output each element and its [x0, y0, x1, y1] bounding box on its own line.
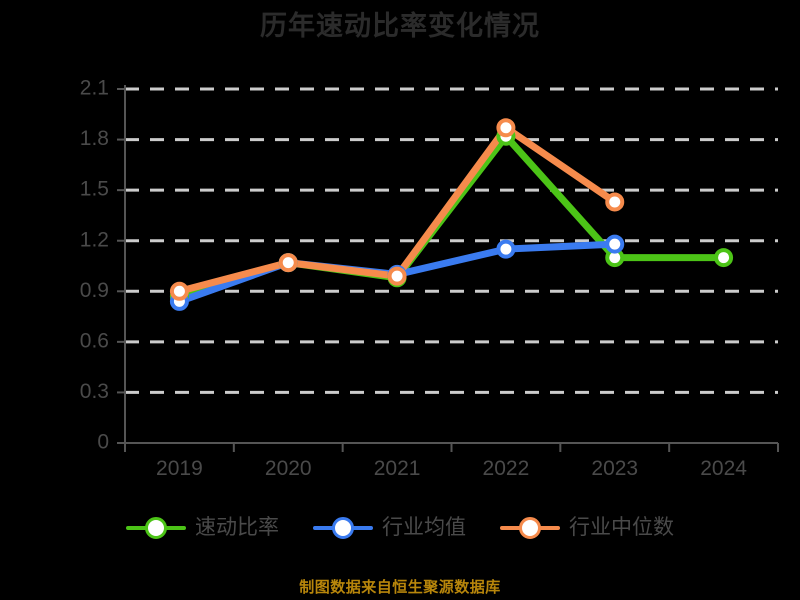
- y-axis-tick-label: 0.6: [80, 329, 109, 352]
- x-axis-tick-label: 2019: [156, 457, 203, 480]
- footer-source-note: 制图数据来自恒生聚源数据库: [299, 579, 501, 596]
- y-axis-tick-label: 0.3: [80, 380, 109, 403]
- x-axis-tick-label: 2021: [374, 457, 421, 480]
- legend-item-1[interactable]: 行业均值: [313, 515, 466, 541]
- y-axis-tick-label: 2.1: [80, 77, 109, 100]
- data-point-marker: [496, 239, 516, 259]
- legend-swatch-icon: [126, 515, 186, 541]
- y-axis-tick-label: 0: [97, 431, 109, 454]
- y-axis-tick-label: 1.8: [80, 127, 109, 150]
- x-axis-tick-label: 2023: [591, 457, 638, 480]
- legend-item-2[interactable]: 行业中位数: [500, 515, 674, 541]
- x-axis-tick-label: 2022: [483, 457, 530, 480]
- data-point-marker: [605, 192, 625, 212]
- x-axis-ticks: 2019 2020 2021 2022 2023 2024: [124, 443, 779, 480]
- y-axis-tick-label: 0.9: [80, 279, 109, 302]
- gridlines-group: [125, 87, 778, 394]
- x-axis-tick-label: 2024: [700, 457, 747, 480]
- legend-label: 行业均值: [382, 516, 466, 539]
- legend-dot-icon: [332, 517, 354, 539]
- x-axis-tick-label: 2020: [265, 457, 312, 480]
- y-axis-tick-label: 1.2: [80, 228, 109, 251]
- data-point-marker: [169, 281, 189, 301]
- series-markers-group: [169, 118, 734, 311]
- data-point-marker: [496, 118, 516, 138]
- data-point-marker: [605, 234, 625, 254]
- data-point-marker: [714, 248, 734, 268]
- data-point-marker: [278, 253, 298, 273]
- y-axis-tick-label: 1.5: [80, 178, 109, 201]
- legend-swatch-icon: [313, 515, 373, 541]
- chart-title: 历年速动比率变化情况: [260, 11, 540, 41]
- legend-swatch-icon: [500, 515, 560, 541]
- y-axis-ticks: 0 0.3 0.6 0.9 1.2 1.5 1.8 2.1: [80, 77, 125, 454]
- legend-dot-icon: [145, 517, 167, 539]
- legend-label: 行业中位数: [569, 516, 674, 539]
- legend-dot-icon: [519, 517, 541, 539]
- data-point-marker: [387, 266, 407, 286]
- legend-item-0[interactable]: 速动比率: [126, 515, 279, 541]
- legend-label: 速动比率: [195, 516, 279, 539]
- chart-legend: 速动比率 行业均值 行业中位数: [0, 515, 800, 541]
- series-lines-group: [175, 124, 728, 305]
